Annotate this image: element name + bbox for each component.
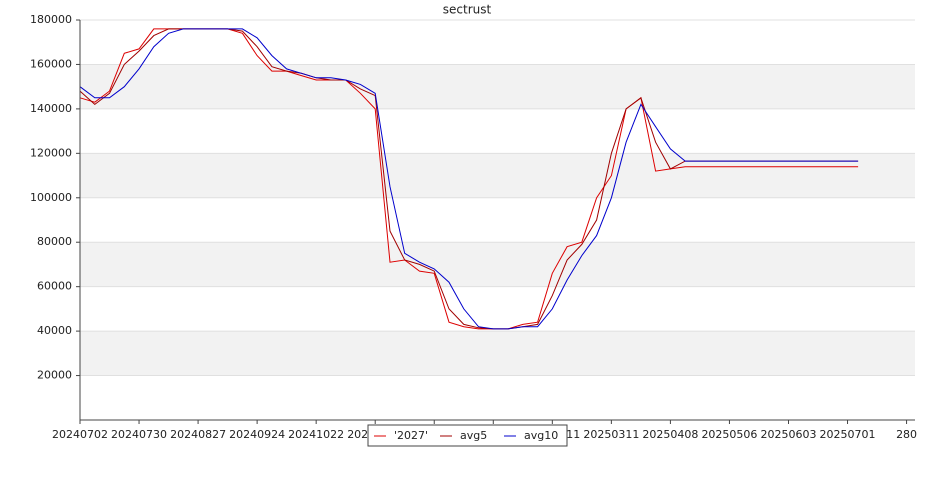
x-tick-label: 20250506 [701,428,757,441]
grid-band [80,242,915,287]
axes [76,19,915,424]
x-tick-label: 20240702 [52,428,108,441]
y-tick-label: 80000 [37,235,72,248]
y-tick-label: 180000 [30,13,72,26]
legend-label: '2027' [394,429,428,442]
bands [80,64,915,376]
x-tick-label: 20250701 [820,428,876,441]
legend-label: avg10 [524,429,558,442]
y-tick-label: 160000 [30,57,72,70]
chart-title: sectrust [443,3,492,17]
series-line [79,28,859,330]
x-tick-label: 20241022 [288,428,344,441]
grid-band [80,331,915,376]
x-tick-label: 20240827 [170,428,226,441]
legend: '2027' avg5 avg10 [367,424,568,447]
x-tick-label: 20250408 [642,428,698,441]
y-tick-label: 40000 [37,324,72,337]
y-tick-label: 100000 [30,191,72,204]
y-tick-label: 140000 [30,102,72,115]
y-tick-label: 60000 [37,280,72,293]
grid-band [80,153,915,198]
lines [79,28,859,330]
x-tick-label: 20240730 [111,428,167,441]
grid [80,19,915,377]
legend-label: avg5 [460,429,487,442]
legend-box [367,424,568,447]
y-tick-label: 20000 [37,369,72,382]
x-tick-label: 20250311 [583,428,639,441]
grid-band [80,64,915,109]
x-tick-label: 20250603 [760,428,816,441]
x-tick-label: 20240924 [229,428,285,441]
x-tick-label: 280 [896,428,917,441]
y-tick-label: 120000 [30,146,72,159]
